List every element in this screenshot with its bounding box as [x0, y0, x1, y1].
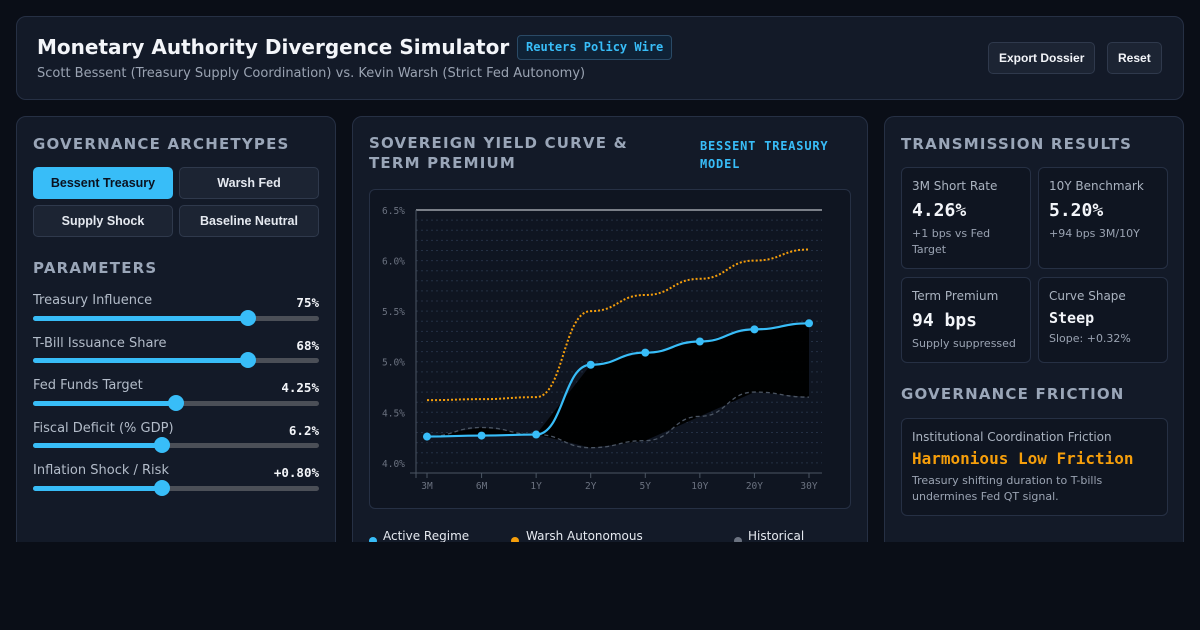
series-active-point — [641, 348, 650, 357]
card-note: Supply suppressed — [912, 337, 1016, 350]
friction-value: Harmonious Low Friction — [912, 449, 1134, 468]
card-value: 5.20% — [1049, 200, 1104, 221]
slider-thumb[interactable] — [153, 437, 170, 453]
x-tick-label: 5Y — [640, 481, 652, 492]
term-premium-card: Term Premium 94 bps Supply suppressed — [901, 277, 1031, 363]
legend-active-swatch — [369, 537, 377, 545]
x-tick-label: 6M — [476, 481, 488, 492]
yield-curve-title: SOVEREIGN YIELD CURVE & TERM PREMIUM — [369, 134, 628, 172]
parameters-title: PARAMETERS — [33, 259, 158, 277]
card-label: Term Premium — [912, 289, 999, 303]
x-tick-label: 2Y — [585, 481, 597, 492]
legend-warsh-label: Warsh Autonomous — [526, 529, 643, 543]
results-panel: TRANSMISSION RESULTS 3M Short Rate 4.26%… — [884, 116, 1184, 556]
y-tick-label: 6.0% — [382, 257, 405, 268]
param-value: 4.25% — [281, 380, 319, 395]
archetype-bessent-treasury-button[interactable]: Bessent Treasury — [33, 167, 173, 199]
x-tick-label: 20Y — [746, 481, 763, 492]
legend-warsh-swatch — [511, 537, 519, 545]
card-note: +94 bps 3M/10Y — [1049, 227, 1140, 240]
y-tick-label: 5.5% — [382, 307, 405, 318]
y-tick-label: 4.5% — [382, 408, 405, 419]
reset-button[interactable]: Reset — [1107, 42, 1162, 74]
spread-area — [427, 323, 809, 448]
slider-fill — [33, 316, 248, 321]
card-value: 4.26% — [912, 200, 967, 221]
x-tick-label: 1Y — [530, 481, 542, 492]
param-value: 68% — [296, 338, 319, 353]
friction-label: Institutional Coordination Friction — [912, 430, 1112, 444]
app-subtitle: Scott Bessent (Treasury Supply Coordinat… — [37, 66, 586, 81]
y-tick-label: 5.0% — [382, 358, 405, 369]
slider-fill — [33, 358, 248, 363]
series-active-point — [805, 319, 813, 328]
card-note: Slope: +0.32% — [1049, 332, 1131, 345]
source-badge: Reuters Policy Wire — [517, 35, 673, 60]
card-note: +1 bps vs Fed Target — [912, 227, 991, 256]
param-label: Inflation Shock / Risk — [33, 463, 169, 478]
friction-note: Treasury shifting duration to T-bills un… — [912, 474, 1103, 503]
export-dossier-button[interactable]: Export Dossier — [988, 42, 1096, 74]
archetype-baseline-neutral-button[interactable]: Baseline Neutral — [179, 205, 319, 237]
y-tick-label: 4.0% — [382, 459, 405, 470]
card-value: 94 bps — [912, 310, 978, 331]
param-value: +0.80% — [273, 465, 319, 480]
series-active-point — [695, 337, 704, 346]
slider-thumb[interactable] — [239, 352, 256, 368]
card-label: 3M Short Rate — [912, 179, 998, 193]
app-header: Monetary Authority Divergence Simulator … — [16, 16, 1184, 100]
friction-title: GOVERNANCE FRICTION — [901, 385, 1125, 403]
card-label: 10Y Benchmark — [1049, 179, 1144, 193]
param-value: 75% — [296, 295, 319, 310]
tbill-issuance-slider[interactable] — [33, 352, 319, 368]
series-active-point — [423, 432, 431, 441]
series-active-point — [532, 430, 541, 439]
chart-frame: 6.5% 6.0% 5.5% 5.0% 4.5% 4.0% 3M 6M 1Y 2Y 5Y 10Y 20Y… — [369, 189, 851, 509]
param-value: 6.2% — [288, 423, 319, 438]
inflation-shock-slider[interactable] — [33, 480, 319, 496]
treasury-influence-slider[interactable] — [33, 310, 319, 326]
param-label: Treasury Influence — [33, 293, 153, 308]
slider-fill — [33, 486, 162, 491]
page-footer-band — [0, 542, 1200, 630]
results-title: TRANSMISSION RESULTS — [901, 135, 1133, 153]
controls-panel: GOVERNANCE ARCHETYPES Bessent Treasury W… — [16, 116, 336, 556]
series-active-point — [477, 431, 486, 440]
legend-historical-swatch — [734, 537, 742, 545]
slider-thumb[interactable] — [168, 395, 184, 411]
legend-active-label: Active Regime — [383, 529, 470, 543]
fed-funds-slider[interactable] — [33, 395, 319, 411]
param-label: T-Bill Issuance Share — [33, 336, 167, 351]
slider-thumb[interactable] — [239, 310, 256, 326]
slider-thumb[interactable] — [153, 480, 170, 496]
archetypes-title: GOVERNANCE ARCHETYPES — [33, 135, 290, 153]
short-rate-card: 3M Short Rate 4.26% +1 bps vs Fed Target — [901, 167, 1031, 269]
slider-fill — [33, 401, 176, 406]
x-tick-label: 30Y — [800, 481, 817, 492]
benchmark-card: 10Y Benchmark 5.20% +94 bps 3M/10Y — [1038, 167, 1168, 269]
series-active-point — [750, 325, 759, 334]
friction-card: Institutional Coordination Friction Harm… — [901, 418, 1168, 516]
series-historical-line — [426, 391, 810, 449]
archetype-warsh-fed-button[interactable]: Warsh Fed — [179, 167, 319, 199]
yield-curve-chart: 6.5% 6.0% 5.5% 5.0% 4.5% 4.0% 3M 6M 1Y 2Y 5Y 10Y 20Y… — [382, 206, 822, 492]
yield-curve-panel: SOVEREIGN YIELD CURVE & TERM PREMIUM BES… — [352, 116, 868, 556]
archetype-supply-shock-button[interactable]: Supply Shock — [33, 205, 173, 237]
x-tick-label: 10Y — [691, 481, 708, 492]
card-value: Steep — [1049, 309, 1095, 327]
legend-historical-label: Historical — [748, 529, 805, 543]
app-title: Monetary Authority Divergence Simulator — [37, 35, 510, 59]
y-tick-label: 6.5% — [382, 206, 405, 217]
series-active-line — [426, 322, 810, 438]
param-label: Fed Funds Target — [33, 378, 143, 393]
model-label: BESSENT TREASURY MODEL — [700, 139, 829, 171]
param-label: Fiscal Deficit (% GDP) — [33, 421, 174, 436]
card-label: Curve Shape — [1049, 289, 1126, 303]
x-tick-label: 3M — [421, 481, 433, 492]
series-active-point — [586, 360, 595, 369]
slider-fill — [33, 443, 162, 448]
fiscal-deficit-slider[interactable] — [33, 437, 319, 453]
curve-shape-card: Curve Shape Steep Slope: +0.32% — [1038, 277, 1168, 363]
